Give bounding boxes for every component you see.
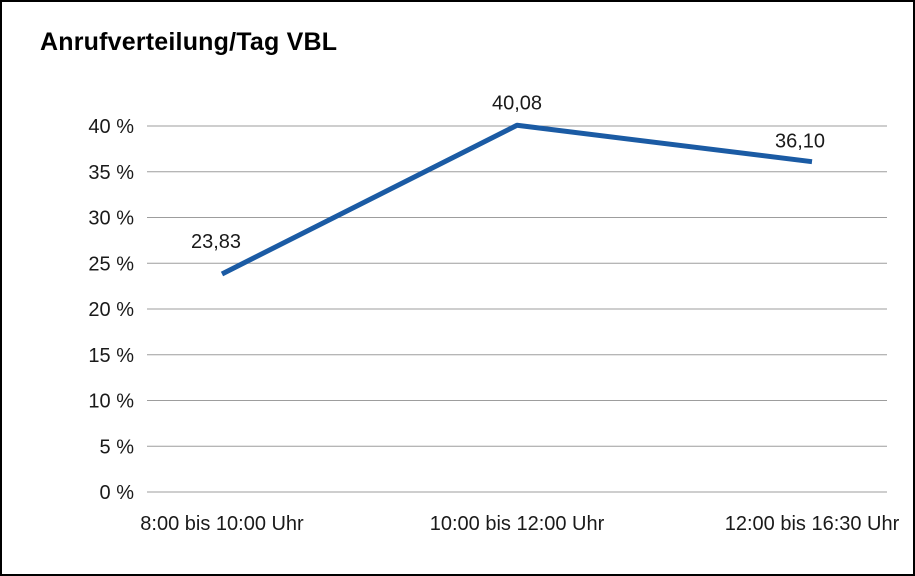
y-tick-label: 40 % (88, 116, 134, 138)
chart-title: Anrufverteilung/Tag VBL (40, 28, 338, 56)
data-label: 40,08 (492, 92, 542, 114)
x-axis-label: 8:00 bis 10:00 Uhr (140, 513, 304, 535)
data-label: 23,83 (191, 231, 241, 253)
series-line (220, 122, 813, 277)
data-label: 36,10 (775, 131, 825, 153)
y-tick-label: 20 % (88, 299, 134, 321)
x-axis-label: 12:00 bis 16:30 Uhr (725, 513, 900, 535)
y-tick-label: 15 % (88, 345, 134, 367)
y-tick-label: 30 % (88, 208, 134, 230)
y-tick-label: 10 % (88, 391, 134, 413)
x-axis-label: 10:00 bis 12:00 Uhr (430, 513, 605, 535)
y-tick-label: 5 % (100, 436, 135, 458)
y-tick-label: 0 % (100, 482, 135, 504)
y-tick-label: 25 % (88, 253, 134, 275)
y-tick-label: 35 % (88, 162, 134, 184)
